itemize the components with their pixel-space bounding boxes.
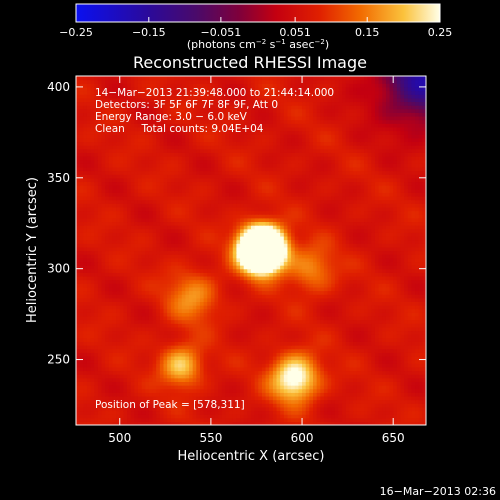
colorbar-tick-label: 0.15: [355, 26, 380, 39]
chart-title: Reconstructed RHESSI Image: [133, 53, 367, 72]
x-tick-label: 550: [199, 431, 222, 445]
annotation-total-counts: Clean Total counts: 9.04E+04: [95, 123, 264, 135]
x-tick-label: 600: [291, 431, 314, 445]
axis-ticks: 500 550 600 650 250 300 350 400: [47, 76, 426, 445]
x-axis-title: Heliocentric X (arcsec): [178, 449, 325, 464]
peak-position-label: Position of Peak = [578,311]: [95, 399, 245, 411]
image-annotations: 14−Mar−2013 21:39:48.000 to 21:44:14.000…: [95, 87, 334, 411]
colorbar-tick-label: −0.25: [59, 26, 93, 39]
y-tick-label: 400: [47, 80, 70, 94]
colorbar-tick-label: 0.25: [428, 26, 453, 39]
colorbar-tick-label: −0.051: [201, 26, 242, 39]
x-tick-label: 500: [108, 431, 131, 445]
y-axis-title: Heliocentric Y (arcsec): [25, 177, 40, 323]
annotation-time-range: 14−Mar−2013 21:39:48.000 to 21:44:14.000: [95, 87, 334, 99]
colorbar-ticks: −0.25 −0.15 −0.051 0.051 0.15 0.25: [59, 17, 452, 39]
colorbar: [75, 3, 441, 23]
annotation-detectors: Detectors: 3F 5F 6F 7F 8F 9F, Att 0: [95, 99, 278, 111]
footer-timestamp: 16−Mar−2013 02:36: [380, 485, 496, 498]
colorbar-units: (photons cm−2 s−1 asec−2): [187, 38, 329, 51]
plot-frame: [75, 75, 427, 426]
heatmap-image: [76, 76, 426, 425]
x-tick-label: 650: [382, 431, 405, 445]
y-tick-label: 300: [47, 262, 70, 276]
y-tick-label: 250: [47, 353, 70, 367]
colorbar-tick-label: 0.051: [279, 26, 311, 39]
y-tick-label: 350: [47, 171, 70, 185]
colorbar-tick-label: −0.15: [132, 26, 166, 39]
annotation-energy-range: Energy Range: 3.0 − 6.0 keV: [95, 111, 248, 123]
